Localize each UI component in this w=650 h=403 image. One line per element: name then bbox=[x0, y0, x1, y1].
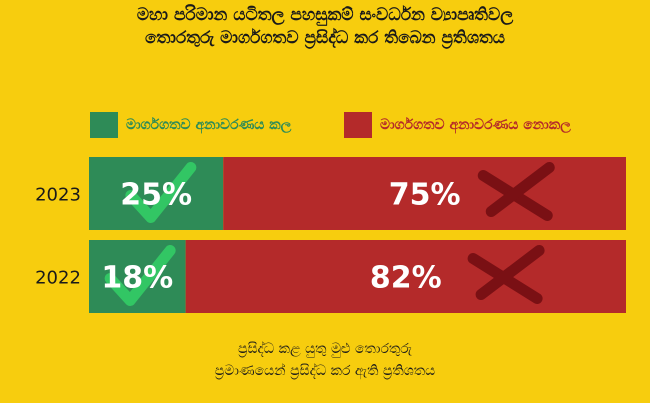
check-mark-icon bbox=[104, 245, 176, 306]
bar-segment-not-disclosed bbox=[223, 157, 626, 230]
footer-line-1: ප්‍රසිද්ධ කළ යුතු මුළු තොරතුරු bbox=[238, 341, 412, 357]
bar-segment-not-disclosed bbox=[185, 240, 626, 313]
legend-item-disclosed: මාර්ගගතව අනාවරණය කල bbox=[90, 112, 291, 138]
y-tick-label: 2023 bbox=[35, 185, 81, 206]
legend: මාර්ගගතව අනාවරණය කල මාර්ගගතව අනාවරණය නොක… bbox=[0, 112, 650, 142]
legend-swatch-not-disclosed bbox=[344, 112, 372, 138]
y-tick-label: 2022 bbox=[35, 268, 81, 289]
check-mark-icon bbox=[125, 162, 197, 223]
legend-item-not-disclosed: මාර්ගගතව අනාවරණය නොකල bbox=[344, 112, 571, 138]
bar-row-2022: 2022 18% 82% bbox=[35, 240, 626, 313]
data-label-not-disclosed: 75% bbox=[389, 178, 461, 213]
legend-label-disclosed: මාර්ගගතව අනාවරණය කල bbox=[126, 117, 292, 133]
chart-title: මහා පරිමාන යටිතල පහසුකම් සංවර්ධන ව්‍යාපෘ… bbox=[0, 4, 650, 50]
cross-mark-icon bbox=[467, 245, 545, 304]
title-line-1: මහා පරිමාන යටිතල පහසුකම් සංවර්ධන ව්‍යාපෘ… bbox=[136, 5, 514, 25]
legend-label-not-disclosed: මාර්ගගතව අනාවරණය නොකල bbox=[380, 117, 571, 133]
data-label-disclosed: 25% bbox=[120, 178, 192, 213]
data-label-not-disclosed: 82% bbox=[370, 261, 442, 296]
chart-footer: ප්‍රසිද්ධ කළ යුතු මුළු තොරතුරු ප්‍රමාණයෙ… bbox=[0, 338, 650, 382]
bar-row-2023: 2023 25% 75% bbox=[35, 157, 626, 230]
title-line-2: තොරතුරු මාර්ගගතව ප්‍රසිද්ධ කර තිබෙන ප්‍ර… bbox=[144, 28, 506, 48]
legend-swatch-disclosed bbox=[90, 112, 118, 138]
footer-line-2: ප්‍රමාණයෙන් ප්‍රසිද්ධ කර ඇති ප්‍රතිශතය bbox=[214, 363, 436, 379]
cross-mark-icon bbox=[477, 162, 555, 221]
data-label-disclosed: 18% bbox=[101, 261, 173, 296]
